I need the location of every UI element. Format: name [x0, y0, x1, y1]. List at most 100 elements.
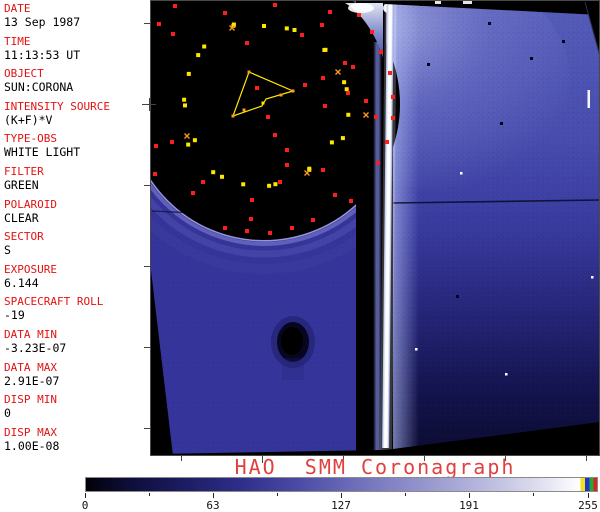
film-perforation [420, 0, 426, 6]
field-label: OBJECT [4, 67, 44, 81]
red-fiducial-dot [223, 11, 227, 15]
red-fiducial-dot [321, 76, 325, 80]
red-fiducial-dot [245, 229, 249, 233]
bottom-axis-tick [262, 456, 263, 463]
film-edges [150, 0, 600, 456]
pylon-blue-band [373, 42, 382, 452]
left-axis-tick [144, 428, 150, 429]
yellow-fiducial-dot [284, 26, 289, 31]
metadata-field: EXPOSURE 6.144 [4, 263, 150, 290]
sector-vertex-dot [247, 70, 251, 74]
coronagraph-canvas [150, 0, 600, 456]
red-fiducial-dot [170, 140, 174, 144]
red-fiducial-dot [320, 23, 324, 27]
red-fiducial-dot [249, 217, 253, 221]
red-fiducial-dot [374, 115, 378, 119]
metadata-field: SECTOR S [4, 230, 150, 257]
colorbar-tick-label: 127 [331, 499, 351, 512]
red-fiducial-dot [379, 50, 383, 54]
metadata-field: OBJECT SUN:CORONA [4, 67, 150, 94]
red-fiducial-dot [290, 226, 294, 230]
red-fiducial-dot [351, 65, 355, 69]
red-fiducial-dot [343, 61, 347, 65]
colorbar-major-tick [341, 493, 342, 498]
red-fiducial-dot [278, 180, 282, 184]
field-value: -3.23E-07 [4, 341, 67, 355]
field-value: -19 [4, 308, 25, 323]
yellow-fiducial-dot [196, 53, 201, 58]
red-fiducial-dot [385, 140, 389, 144]
metadata-field: INTENSITY SOURCE (K+F)*V [4, 100, 150, 127]
orange-x-mark [363, 112, 369, 118]
sector-vertex-dot [291, 89, 295, 93]
yellow-fiducial-dot [183, 103, 187, 108]
bottom-axis-tick [586, 456, 587, 461]
orange-x-mark [335, 69, 341, 75]
red-fiducial-dot [388, 71, 392, 75]
field-label: FILTER [4, 165, 44, 178]
bottom-axis-tick [424, 456, 425, 461]
yellow-fiducial-dot [307, 167, 312, 172]
field-label: EXPOSURE [4, 262, 57, 276]
dark-speck [500, 122, 503, 125]
left-axis-major-tick [149, 98, 150, 111]
orange-x-mark [229, 25, 235, 31]
metadata-sidebar: DATE 13 Sep 1987 TIME 11:13:53 UT OBJECT SUN:… [0, 0, 150, 460]
colorbar-major-tick [85, 493, 86, 498]
red-fiducial-dot [333, 193, 337, 197]
red-fiducial-dot [273, 3, 277, 7]
yellow-fiducial-dot [273, 182, 278, 187]
red-fiducial-dot [303, 83, 307, 87]
dark-speck [530, 57, 533, 60]
field-value: CLEAR [4, 210, 39, 225]
sector-vertex-dot [242, 108, 246, 112]
red-fiducial-dot [321, 168, 325, 172]
field-value: (K+F)*V [4, 112, 53, 127]
metadata-field: TYPE-OBS WHITE LIGHT [4, 132, 150, 159]
sector-notch-dot [261, 101, 265, 105]
yellow-fiducial-dot [202, 44, 207, 49]
dark-speck [456, 295, 459, 298]
fiducial-overlay [153, 0, 594, 376]
field-label: INTENSITY SOURCE [4, 99, 110, 113]
colorbar-minor-tick [533, 493, 534, 496]
dark-speck [488, 22, 491, 25]
star-point [460, 172, 463, 175]
field-label: DATA MAX [4, 360, 57, 374]
red-fiducial-dot [157, 22, 161, 26]
yellow-fiducial-dot [186, 71, 191, 76]
red-fiducial-dot [349, 199, 353, 203]
film-perforation [561, 0, 568, 4]
film-perforation [454, 0, 458, 4]
field-label: DISP MAX [4, 425, 57, 439]
field-value: SUN:CORONA [4, 80, 74, 95]
yellow-fiducial-dot [329, 140, 334, 145]
yellow-fiducial-dot [346, 112, 351, 117]
star-dash [587, 90, 590, 108]
metadata-field: TIME 11:13:53 UT [4, 35, 150, 62]
red-fiducial-dot [364, 99, 368, 103]
yellow-fiducial-dot [292, 28, 297, 32]
metadata-field: SPACECRAFT ROLL -19 [4, 295, 150, 322]
field-label: POLAROID [4, 197, 57, 211]
dark-speck [562, 40, 565, 43]
red-fiducial-dot [201, 180, 205, 184]
film-scratch-right [392, 199, 600, 204]
field-value: GREEN [4, 178, 39, 192]
left-axis-tick [144, 347, 150, 348]
red-fiducial-dot [285, 148, 289, 152]
yellow-fiducial-dot [186, 142, 191, 147]
left-axis-tick [144, 185, 150, 186]
colorbar-major-tick [588, 493, 589, 498]
yellow-fiducial-dot [262, 24, 266, 28]
field-label: DATA MIN [4, 328, 57, 341]
red-fiducial-dot [153, 172, 157, 176]
film-edge-dash [435, 1, 441, 4]
yellow-fiducial-dot [211, 170, 216, 175]
field-value: 6.144 [4, 275, 39, 290]
metadata-field: DISP MAX 1.00E-08 [4, 426, 150, 453]
colorbar-major-tick [213, 493, 214, 498]
film-perforation [574, 0, 577, 6]
colorbar-tick-label: 0 [81, 499, 89, 512]
